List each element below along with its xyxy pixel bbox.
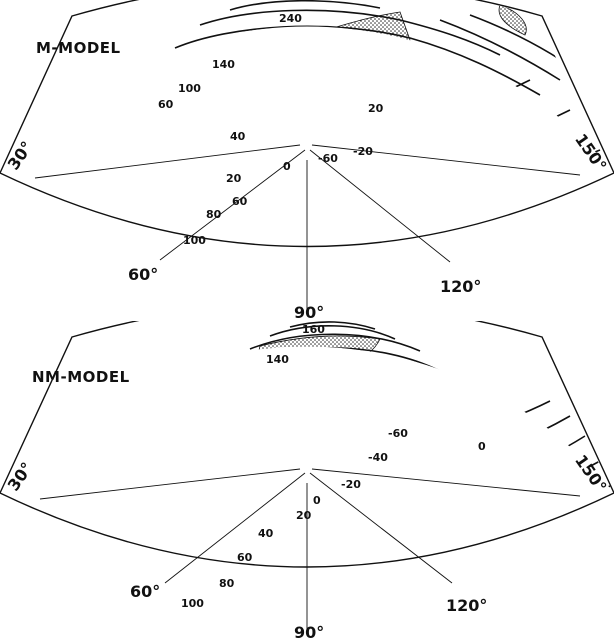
meridians: [34, 144, 581, 312]
panel-title-nm-model: NM-MODEL: [32, 368, 130, 386]
contour-label: -60: [318, 152, 338, 165]
contour-labels: 240 140 100 60 40 20 0 -60 -20 20 60 80 …: [158, 12, 384, 247]
stippled-regions: [69, 4, 527, 173]
longitude-label-90: 90°: [294, 623, 324, 642]
contour-lines: [139, 321, 611, 493]
meridians: [39, 468, 581, 633]
contour-label: 20: [368, 102, 384, 115]
contour-label: 0: [313, 494, 321, 507]
contour-label: 100: [183, 234, 206, 247]
contour-label: 20: [226, 172, 242, 185]
sector-outline: [0, 0, 614, 248]
contour-label: 80: [206, 208, 222, 221]
contour-label: 160: [302, 323, 325, 336]
longitude-label-30: 30°: [4, 459, 37, 495]
contour-label: 40: [258, 527, 274, 540]
map-m-model: 240 140 100 60 40 20 0 -60 -20 20 60 80 …: [0, 0, 614, 321]
contour-label: 140: [266, 353, 289, 366]
contour-label: 20: [296, 509, 312, 522]
contour-label: -60: [388, 427, 408, 440]
contour-label: 100: [178, 82, 201, 95]
longitude-labels: 30° 60° 90° 120° 150°: [4, 451, 611, 642]
contour-label: -40: [368, 451, 388, 464]
contour-label: 100: [181, 597, 204, 610]
contour-label: 0: [478, 440, 486, 453]
contour-label: 60: [158, 98, 174, 111]
contour-label: 60: [237, 551, 253, 564]
panel-nm-model: 160 140 -60 -40 -20 0 20 40 60 80 100 0 …: [0, 321, 614, 642]
contour-label: -20: [341, 478, 361, 491]
longitude-label-120: 120°: [446, 596, 487, 615]
map-nm-model: 160 140 -60 -40 -20 0 20 40 60 80 100 0 …: [0, 321, 614, 642]
contour-label: 140: [212, 58, 235, 71]
panel-title-m-model: M-MODEL: [36, 39, 121, 57]
sector-outline: [0, 321, 614, 568]
panel-m-model: 240 140 100 60 40 20 0 -60 -20 20 60 80 …: [0, 0, 614, 321]
contour-label: 80: [219, 577, 235, 590]
contour-label: 0: [283, 160, 291, 173]
longitude-label-90: 90°: [294, 303, 324, 321]
contour-label: 60: [232, 195, 248, 208]
contour-label: 240: [279, 12, 302, 25]
longitude-label-120: 120°: [440, 277, 481, 296]
longitude-label-60: 60°: [130, 582, 160, 601]
contour-label: -20: [353, 145, 373, 158]
contour-label: 40: [230, 130, 246, 143]
contour-labels: 160 140 -60 -40 -20 0 20 40 60 80 100 0: [181, 323, 486, 610]
longitude-label-30: 30°: [4, 138, 37, 174]
longitude-label-60: 60°: [128, 265, 158, 284]
